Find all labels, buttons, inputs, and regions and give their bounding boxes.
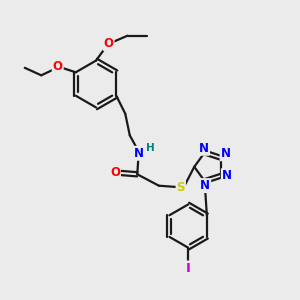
Text: O: O <box>103 37 114 50</box>
Text: N: N <box>222 169 232 182</box>
Text: N: N <box>220 147 231 160</box>
Text: H: H <box>146 143 154 153</box>
Text: O: O <box>110 166 120 179</box>
Text: I: I <box>186 262 190 275</box>
Text: N: N <box>199 142 209 155</box>
Text: S: S <box>176 181 185 194</box>
Text: N: N <box>200 179 210 192</box>
Text: N: N <box>134 147 144 160</box>
Text: O: O <box>53 60 63 73</box>
